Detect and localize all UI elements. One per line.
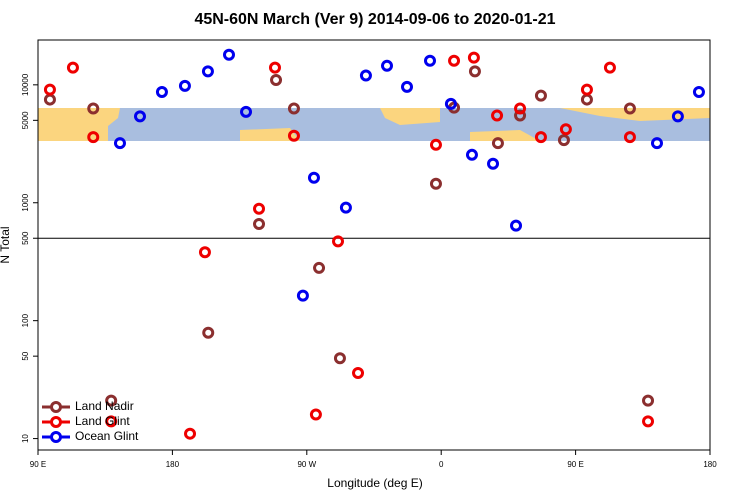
point [623,131,636,144]
point [270,73,283,86]
point [313,261,326,274]
legend-marker [50,401,62,413]
point [444,97,457,110]
point [133,110,146,123]
point [43,93,56,106]
point [352,366,365,379]
point [580,83,593,96]
point [253,202,266,215]
point [184,427,197,440]
y-tick-label: 10000 [21,73,30,96]
point [514,102,527,115]
point [287,129,300,142]
y-tick-label: 50 [21,351,30,360]
point [307,171,320,184]
y-tick-label: 100 [21,313,30,327]
point [359,69,372,82]
point [202,326,215,339]
point [580,93,593,106]
point [534,131,547,144]
legend-marker [50,416,62,428]
x-tick-label: 0 [439,460,444,469]
point [671,110,684,123]
y-tick-label: 10 [21,434,30,443]
point [380,59,393,72]
point [468,65,481,78]
legend-marker [50,431,62,443]
x-tick-label: 90 E [30,460,46,469]
point [105,394,118,407]
chart-title: 45N-60N March (Ver 9) 2014-09-06 to 2020… [194,11,555,28]
point [222,48,235,61]
point [333,352,346,365]
point [339,201,352,214]
point [491,137,504,150]
legend-label: Land Glint [75,414,130,428]
point [253,218,266,231]
point [514,109,527,122]
point [557,134,570,147]
x-axis-label: Longitude (deg E) [327,476,422,490]
y-axis-label: N Total [0,226,12,263]
point [240,105,253,118]
point [43,83,56,96]
point [650,137,663,150]
point [623,102,636,115]
y-tick-label: 500 [21,231,30,245]
point [510,219,523,232]
point [429,138,442,151]
point [642,415,655,428]
point [465,148,478,161]
point [559,123,572,136]
point [66,61,79,74]
point [429,177,442,190]
point [268,61,281,74]
x-tick-label: 90 E [567,460,583,469]
point [309,408,322,421]
point [178,79,191,92]
point [332,235,345,248]
y-tick-label: 1000 [21,193,30,211]
point [448,54,461,67]
point [201,65,214,78]
point [155,85,168,98]
point [401,80,414,93]
point [534,89,547,102]
point [87,102,100,115]
point [287,102,300,115]
plot-frame [37,39,711,451]
point [487,157,500,170]
point [692,85,705,98]
x-tick-label: 180 [703,460,717,469]
y-tick-label: 5000 [21,111,30,129]
x-tick-label: 90 W [297,460,316,469]
point [198,246,211,259]
point [424,54,436,67]
point [642,394,655,407]
point [467,51,480,64]
legend-label: Ocean Glint [75,429,139,443]
point [87,131,100,144]
point [603,61,616,74]
point [296,289,309,302]
point [491,109,504,122]
point [113,137,126,150]
point [105,415,118,428]
x-tick-label: 180 [166,460,180,469]
legend-label: Land Nadir [75,399,134,413]
